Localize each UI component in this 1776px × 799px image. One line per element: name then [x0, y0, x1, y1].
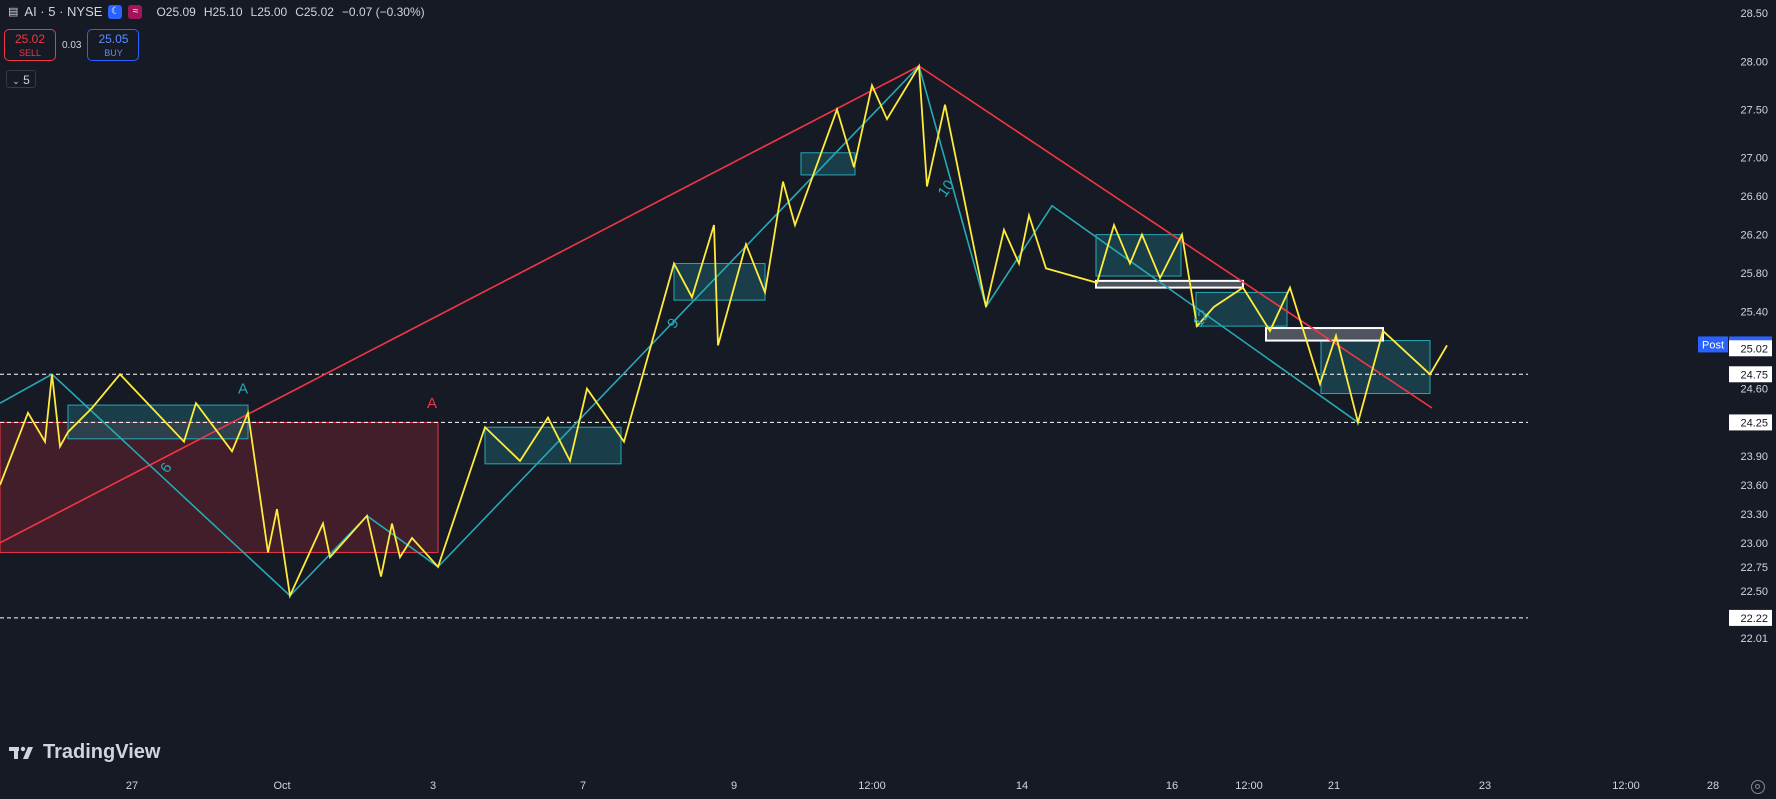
interval-value: 5 — [23, 73, 30, 87]
sell-button[interactable]: 25.02 SELL — [4, 29, 56, 61]
spread-value: 0.03 — [62, 39, 82, 51]
price-label: 24.75 — [1740, 369, 1768, 381]
white-box-8 — [1095, 279, 1244, 289]
post-label-bg — [1698, 336, 1728, 353]
list-icon[interactable]: ▤ — [8, 6, 19, 18]
price-label-bg — [1729, 340, 1772, 357]
ohlc-values: O25.09 H25.10 L25.00 C25.02 −0.07 (−0.30… — [156, 5, 424, 19]
tradingview-logo[interactable]: TradingView — [9, 741, 160, 764]
low-value: L25.00 — [250, 4, 288, 19]
zigzag-series-line — [0, 64, 1359, 597]
red-box-0 — [0, 421, 439, 553]
post-label-text: Post — [1702, 339, 1724, 351]
price-tick-label: 28.50 — [1740, 8, 1768, 20]
time-axis-label: 12:00 — [1612, 780, 1640, 792]
time-axis-label: Oct — [273, 780, 290, 792]
time-axis-label: 7 — [580, 780, 586, 792]
interval-toggle[interactable]: ⌄ 5 — [6, 70, 36, 88]
open-value: O25.09 — [156, 4, 196, 19]
tradingview-icon — [9, 746, 33, 759]
price-tick-label: 26.20 — [1740, 230, 1768, 242]
close-value: C25.02 — [295, 4, 334, 19]
buy-price: 25.05 — [98, 32, 129, 46]
pattern-label-0: A — [238, 381, 248, 398]
price-tick-label: 28.00 — [1740, 56, 1768, 68]
trend-line-1 — [918, 65, 1433, 409]
time-axis-label: 9 — [731, 780, 737, 792]
price-label-bg — [1729, 609, 1772, 626]
time-axis-label: 12:00 — [1235, 780, 1263, 792]
price-tick-label: 22.01 — [1740, 633, 1768, 645]
logo-text: TradingView — [43, 741, 161, 763]
price-tick-label: 25.80 — [1740, 268, 1768, 280]
price-series-line — [0, 63, 1448, 599]
chevron-down-icon: ⌄ — [12, 76, 20, 86]
time-axis-label: 12:00 — [858, 780, 886, 792]
price-label: 24.25 — [1740, 417, 1768, 429]
price-label-bg — [1729, 366, 1772, 383]
teal-box-2 — [484, 426, 622, 465]
price-tick-label: 27.00 — [1740, 153, 1768, 165]
trade-buttons: 25.02 SELL 0.03 25.05 BUY — [4, 29, 140, 61]
price-tick-label: 23.30 — [1740, 509, 1768, 521]
time-axis-label: 3 — [430, 780, 436, 792]
change-value: −0.07 (−0.30%) — [341, 4, 425, 19]
time-axis-label: 16 — [1166, 780, 1178, 792]
price-tick-label: 23.60 — [1740, 480, 1768, 492]
price-label: 22.22 — [1740, 613, 1768, 625]
settings-icon[interactable] — [1751, 780, 1765, 794]
price-tick-label: 23.00 — [1740, 538, 1768, 550]
buy-button[interactable]: 25.05 BUY — [87, 29, 140, 61]
price-tick-label: 22.50 — [1740, 586, 1768, 598]
teal-box-7 — [1320, 340, 1431, 395]
price-tick-label: 22.75 — [1740, 562, 1768, 574]
symbol-title[interactable]: AI · 5 · NYSE — [24, 4, 103, 19]
sell-label: SELL — [18, 48, 42, 58]
price-tick-label: 25.40 — [1740, 307, 1768, 319]
price-label-bg — [1729, 414, 1772, 431]
sell-price: 25.02 — [14, 32, 46, 46]
zigzag-label-3: 12 — [1190, 307, 1213, 330]
high-value: H25.10 — [203, 4, 243, 19]
price-tick-label: 23.90 — [1740, 451, 1768, 463]
teal-box-4 — [800, 152, 856, 176]
time-axis-label: 28 — [1707, 780, 1719, 792]
teal-box-3 — [673, 263, 766, 301]
buy-label: BUY — [104, 48, 123, 58]
data-flag-icon: ≈ — [128, 4, 143, 19]
price-tick-label: 24.60 — [1740, 384, 1768, 396]
time-axis-label: 21 — [1328, 780, 1340, 792]
white-box-9 — [1265, 327, 1384, 342]
time-axis-label: 27 — [126, 780, 138, 792]
trend-line-0 — [0, 65, 920, 544]
price-tick-label: 27.50 — [1740, 104, 1768, 116]
market-closed-icon: ☾ — [108, 4, 123, 19]
symbol-header: ▤ AI · 5 · NYSE ☾ ≈ O25.09 H25.10 L25.00… — [8, 4, 425, 19]
zigzag-label-2: 10 — [935, 177, 958, 200]
price-tick-label: 26.60 — [1740, 191, 1768, 203]
time-axis-label: 23 — [1479, 780, 1491, 792]
price-label: 25.02 — [1740, 343, 1768, 355]
time-axis-label: 14 — [1016, 780, 1028, 792]
pattern-label-1: A — [427, 395, 437, 412]
